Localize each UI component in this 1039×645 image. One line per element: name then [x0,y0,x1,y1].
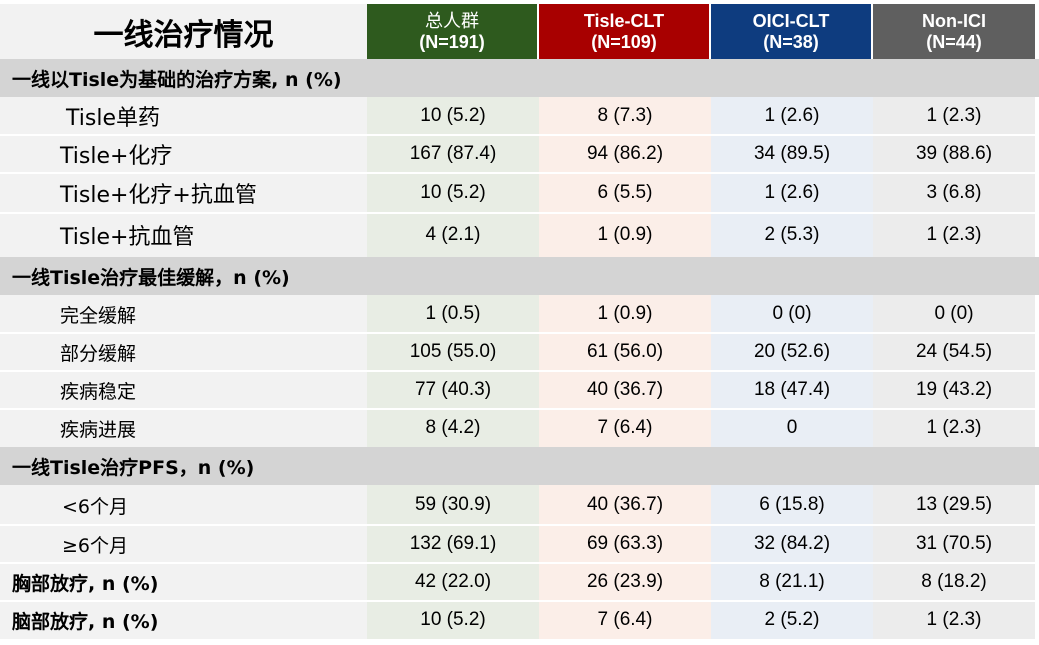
cell-oici-clt: 0 (0) [711,295,873,333]
group-header-tisle-clt: Tisle-CLT (N=109) [539,4,709,59]
row-label: ≥6个月 [0,525,367,563]
group-name: 总人群 [425,10,479,32]
row-divider [0,524,1039,526]
cell-total: 77 (40.3) [367,371,539,409]
row-label: Tisle+抗血管 [0,213,367,257]
cell-tisle-clt: 69 (63.3) [539,525,711,563]
group-header-total: 总人群 (N=191) [367,4,537,59]
cell-oici-clt: 0 [711,409,873,447]
cell-total: 59 (30.9) [367,485,539,525]
section-title: 一线Tisle治疗最佳缓解，n (%) [0,257,1039,295]
group-n: (N=44) [926,31,982,52]
cell-tisle-clt: 40 (36.7) [539,485,711,525]
group-name: OICI-CLT [752,10,830,31]
cell-oici-clt: 18 (47.4) [711,371,873,409]
row-label: Tisle+化疗 [0,135,367,173]
cell-non-ici: 13 (29.5) [873,485,1035,525]
cell-tisle-clt: 6 (5.5) [539,173,711,213]
cell-tisle-clt: 8 (7.3) [539,97,711,135]
section-title: 一线以Tisle为基础的治疗方案, n (%) [0,59,1039,97]
cell-oici-clt: 20 (52.6) [711,333,873,371]
row-label: 疾病稳定 [0,371,367,409]
row-divider [0,134,1039,136]
row-divider [0,408,1039,410]
group-header-non-ici: Non-ICI (N=44) [873,4,1035,59]
table-title: 一线治疗情况 [0,4,367,59]
row-label: 脑部放疗, n (%) [0,601,367,639]
group-n: (N=191) [419,31,485,52]
cell-oici-clt: 2 (5.2) [711,601,873,639]
cell-oici-clt: 8 (21.1) [711,563,873,601]
cell-oici-clt: 32 (84.2) [711,525,873,563]
cell-total: 105 (55.0) [367,333,539,371]
cell-tisle-clt: 1 (0.9) [539,295,711,333]
row-divider [0,600,1039,602]
cell-oici-clt: 34 (89.5) [711,135,873,173]
cell-tisle-clt: 7 (6.4) [539,601,711,639]
group-header-oici-clt: OICI-CLT (N=38) [711,4,871,59]
section-title: 一线Tisle治疗PFS，n (%) [0,447,1039,485]
cell-non-ici: 3 (6.8) [873,173,1035,213]
row-divider [0,562,1039,564]
cell-total: 4 (2.1) [367,213,539,257]
cell-non-ici: 1 (2.3) [873,97,1035,135]
row-label: 完全缓解 [0,295,367,333]
cell-tisle-clt: 61 (56.0) [539,333,711,371]
row-label: 部分缓解 [0,333,367,371]
cell-total: 10 (5.2) [367,173,539,213]
group-n: (N=38) [763,31,819,52]
cell-total: 167 (87.4) [367,135,539,173]
row-label: Tisle单药 [0,97,367,135]
group-name: Non-ICI [922,10,986,31]
row-divider [0,212,1039,214]
cell-non-ici: 1 (2.3) [873,213,1035,257]
cell-total: 1 (0.5) [367,295,539,333]
cell-non-ici: 24 (54.5) [873,333,1035,371]
cell-total: 132 (69.1) [367,525,539,563]
row-divider [0,172,1039,174]
row-divider [0,332,1039,334]
row-label: Tisle+化疗+抗血管 [0,173,367,213]
cell-oici-clt: 2 (5.3) [711,213,873,257]
cell-non-ici: 39 (88.6) [873,135,1035,173]
cell-oici-clt: 6 (15.8) [711,485,873,525]
cell-total: 10 (5.2) [367,601,539,639]
group-name: Tisle-CLT [583,10,665,31]
cell-non-ici: 0 (0) [873,295,1035,333]
row-label: <6个月 [0,485,367,525]
group-n: (N=109) [591,31,657,52]
cell-tisle-clt: 26 (23.9) [539,563,711,601]
cell-non-ici: 1 (2.3) [873,601,1035,639]
cell-total: 8 (4.2) [367,409,539,447]
cell-oici-clt: 1 (2.6) [711,97,873,135]
cell-tisle-clt: 40 (36.7) [539,371,711,409]
cell-tisle-clt: 7 (6.4) [539,409,711,447]
cell-non-ici: 8 (18.2) [873,563,1035,601]
cell-non-ici: 19 (43.2) [873,371,1035,409]
cell-non-ici: 1 (2.3) [873,409,1035,447]
cell-total: 42 (22.0) [367,563,539,601]
cell-non-ici: 31 (70.5) [873,525,1035,563]
row-label: 胸部放疗, n (%) [0,563,367,601]
row-label: 疾病进展 [0,409,367,447]
cell-oici-clt: 1 (2.6) [711,173,873,213]
row-divider [0,370,1039,372]
cell-tisle-clt: 1 (0.9) [539,213,711,257]
cell-total: 10 (5.2) [367,97,539,135]
cell-tisle-clt: 94 (86.2) [539,135,711,173]
